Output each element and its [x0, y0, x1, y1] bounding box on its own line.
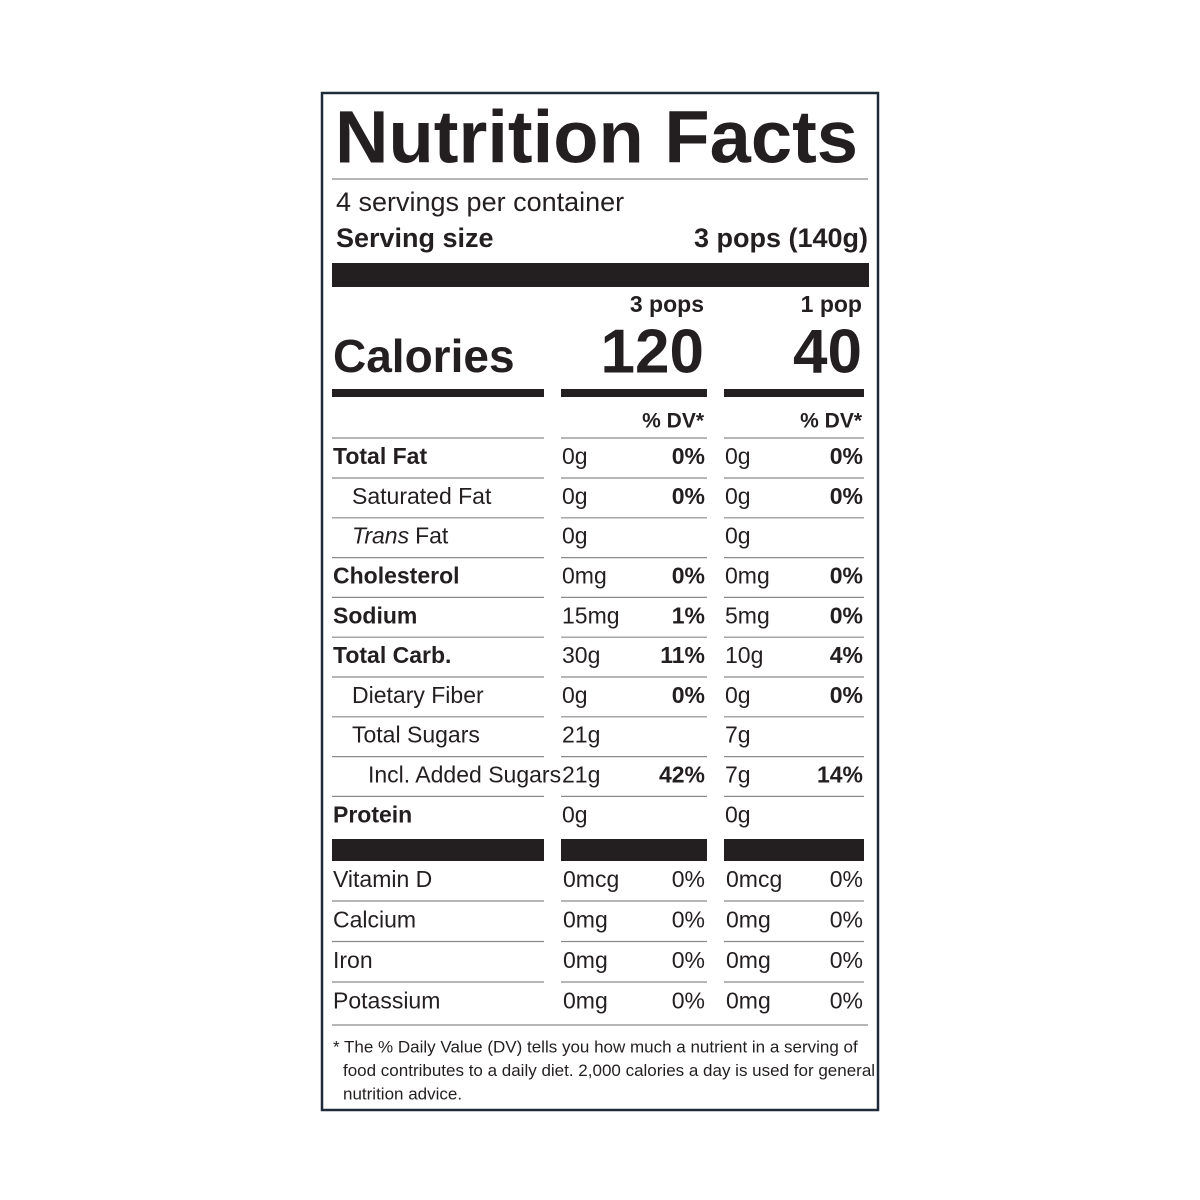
nutrient-name: Incl. Added Sugars: [368, 761, 561, 787]
serving-size: 3 pops (140g): [694, 223, 868, 253]
label-border: [320, 91, 880, 1112]
daily-value: 0%: [672, 907, 705, 933]
serving-size-label: Serving size: [336, 223, 494, 253]
calories-value: 40: [793, 317, 862, 386]
vitamin-name: Vitamin D: [333, 866, 432, 892]
daily-value: 4%: [830, 642, 863, 668]
daily-value: 0%: [830, 602, 863, 628]
rule: [561, 839, 707, 861]
amount: 7g: [725, 761, 751, 787]
amount: 0mg: [562, 562, 607, 588]
daily-value: 0%: [830, 562, 863, 588]
vitamin-name: Potassium: [333, 988, 440, 1014]
title: Nutrition Facts: [335, 96, 858, 179]
nutrient-name: Protein: [333, 801, 412, 827]
amount: 0g: [725, 682, 751, 708]
daily-value: 0%: [830, 947, 863, 973]
column-header: 1 pop: [801, 291, 862, 317]
calories-value: 120: [601, 317, 704, 386]
daily-value: 0%: [830, 682, 863, 708]
vitamin-name: Iron: [333, 947, 373, 973]
amount: 0g: [562, 443, 588, 469]
amount: 30g: [562, 642, 600, 668]
rule: [332, 263, 869, 287]
footnote: nutrition advice.: [343, 1084, 462, 1103]
rule: [724, 839, 864, 861]
daily-value: 0%: [830, 907, 863, 933]
amount: 0g: [725, 801, 751, 827]
daily-value: 1%: [672, 602, 705, 628]
servings: 4 servings per container: [336, 187, 624, 217]
daily-value: 0%: [672, 443, 705, 469]
nutrient-name: Total Sugars: [352, 722, 480, 748]
nutrient-name: Saturated Fat: [352, 483, 492, 509]
nutrient-name-rest: Fat: [415, 523, 449, 549]
amount: 7g: [725, 722, 751, 748]
amount: 0mcg: [726, 866, 782, 892]
daily-value: 0%: [672, 988, 705, 1014]
rule: [332, 839, 544, 861]
rule: [724, 389, 864, 397]
amount: 21g: [562, 761, 600, 787]
column-header: 3 pops: [630, 291, 704, 317]
rule: [332, 389, 544, 397]
nutrient-name: Dietary Fiber: [352, 682, 484, 708]
nutrient-name: Total Carb.: [333, 642, 451, 668]
amount: 0mg: [726, 947, 771, 973]
amount: 0mg: [726, 988, 771, 1014]
amount: 0g: [562, 523, 588, 549]
calories-label: Calories: [333, 330, 515, 382]
amount: 0g: [725, 523, 751, 549]
daily-value: 0%: [830, 483, 863, 509]
nutrient-name: Trans Fat: [352, 523, 449, 549]
amount: 21g: [562, 722, 600, 748]
amount: 15mg: [562, 602, 620, 628]
footnote: * The % Daily Value (DV) tells you how m…: [333, 1037, 858, 1056]
daily-value: 0%: [672, 947, 705, 973]
nutrient-name-italic: Trans: [352, 523, 410, 549]
amount: 0g: [562, 682, 588, 708]
rule: [561, 389, 707, 397]
daily-value: 14%: [817, 761, 863, 787]
nutrient-name: Sodium: [333, 602, 417, 628]
daily-value: 0%: [672, 682, 705, 708]
amount: 10g: [725, 642, 763, 668]
dv-header: % DV*: [800, 410, 863, 433]
dv-header: % DV*: [642, 410, 705, 433]
amount: 0g: [562, 801, 588, 827]
amount: 0g: [562, 483, 588, 509]
daily-value: 0%: [830, 443, 863, 469]
daily-value: 0%: [672, 483, 705, 509]
amount: 0mg: [563, 907, 608, 933]
daily-value: 0%: [672, 866, 705, 892]
amount: 0mg: [563, 947, 608, 973]
daily-value: 11%: [660, 642, 705, 668]
daily-value: 42%: [659, 761, 705, 787]
daily-value: 0%: [830, 866, 863, 892]
amount: 5mg: [725, 602, 770, 628]
amount: 0mg: [725, 562, 770, 588]
amount: 0mg: [563, 988, 608, 1014]
amount: 0g: [725, 483, 751, 509]
amount: 0g: [725, 443, 751, 469]
nutrient-name: Total Fat: [333, 443, 427, 469]
daily-value: 0%: [672, 562, 705, 588]
amount: 0mcg: [563, 866, 619, 892]
amount: 0mg: [726, 907, 771, 933]
daily-value: 0%: [830, 988, 863, 1014]
footnote: food contributes to a daily diet. 2,000 …: [343, 1061, 875, 1080]
nutrient-name: Cholesterol: [333, 562, 460, 588]
vitamin-name: Calcium: [333, 907, 416, 933]
